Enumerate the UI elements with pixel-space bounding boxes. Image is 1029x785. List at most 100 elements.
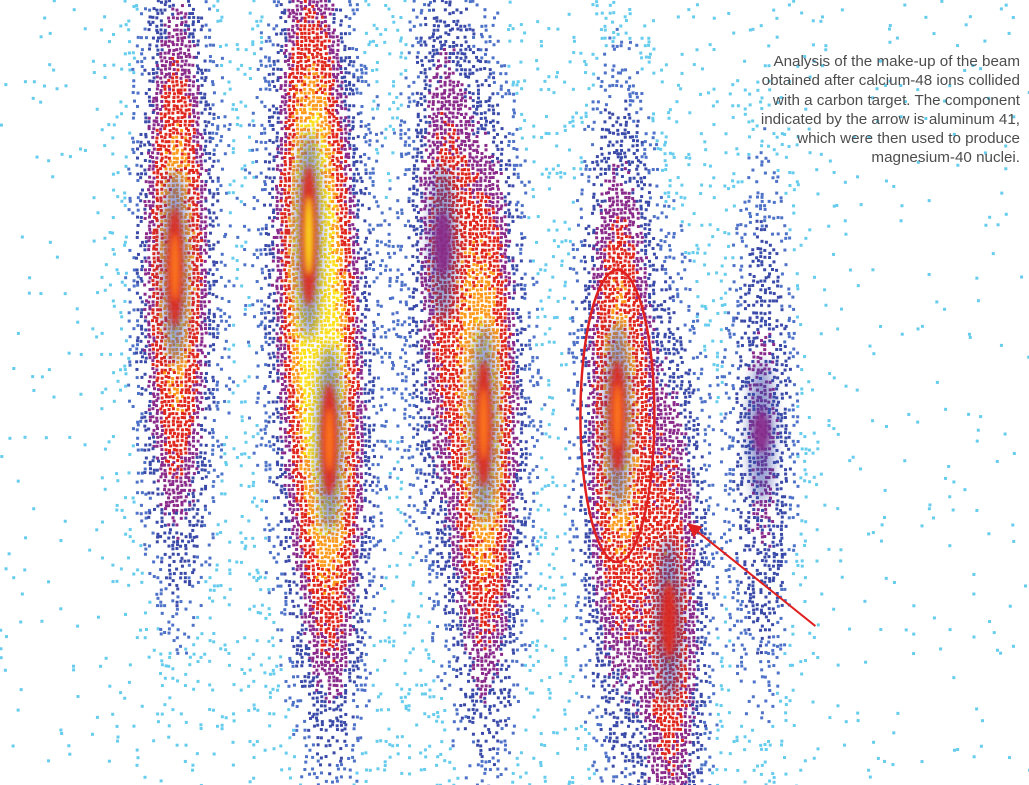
scatter-point xyxy=(268,64,272,68)
scatter-point xyxy=(204,396,208,400)
scatter-point xyxy=(276,396,280,400)
scatter-point xyxy=(136,471,140,475)
scatter-point xyxy=(168,568,172,572)
scatter-point xyxy=(188,600,192,604)
scatter-point xyxy=(295,347,299,351)
scatter-point xyxy=(311,464,315,468)
scatter-point xyxy=(284,203,288,207)
scatter-point xyxy=(199,200,203,204)
scatter-point xyxy=(212,588,216,592)
scatter-point xyxy=(239,464,243,468)
scatter-point xyxy=(148,391,152,395)
scatter-point xyxy=(284,591,288,595)
scatter-point xyxy=(311,616,315,620)
scatter-point xyxy=(300,132,304,136)
scatter-point xyxy=(187,16,191,20)
scatter-point xyxy=(160,39,164,43)
scatter-point xyxy=(164,96,168,100)
scatter-point xyxy=(291,231,295,235)
scatter-point xyxy=(191,283,195,287)
scatter-point xyxy=(147,256,151,260)
scatter-point xyxy=(139,351,143,355)
scatter-point xyxy=(136,448,140,452)
scatter-point xyxy=(319,96,323,100)
scatter-point xyxy=(315,515,319,519)
scatter-point xyxy=(128,360,132,364)
scatter-point xyxy=(276,447,280,451)
scatter-point xyxy=(296,99,300,103)
scatter-point xyxy=(304,627,308,631)
scatter-point xyxy=(276,576,280,580)
scatter-point xyxy=(199,144,203,148)
scatter-point xyxy=(179,448,183,452)
scatter-point xyxy=(292,572,296,576)
scatter-point xyxy=(164,416,168,420)
scatter-point xyxy=(280,44,284,48)
scatter-point xyxy=(287,32,291,36)
scatter-point xyxy=(288,248,292,252)
scatter-point xyxy=(271,80,275,84)
scatter-point xyxy=(316,112,320,116)
scatter-point xyxy=(312,515,316,519)
scatter-point xyxy=(175,156,179,160)
scatter-point xyxy=(251,43,255,47)
scatter-point xyxy=(287,388,291,392)
scatter-point xyxy=(303,536,307,540)
scatter-point xyxy=(308,604,312,608)
scatter-point xyxy=(163,359,167,363)
scatter-point xyxy=(239,688,243,692)
scatter-point xyxy=(267,607,271,611)
scatter-point xyxy=(279,399,283,403)
scatter-point xyxy=(200,71,204,75)
scatter-point xyxy=(287,584,291,588)
scatter-point xyxy=(175,83,179,87)
scatter-point xyxy=(183,576,187,580)
scatter-point xyxy=(268,444,272,448)
scatter-point xyxy=(196,252,200,256)
scatter-point xyxy=(160,59,164,63)
scatter-point xyxy=(132,84,136,88)
scatter-point xyxy=(320,207,324,211)
scatter-point xyxy=(320,560,324,564)
scatter-point xyxy=(323,283,327,287)
scatter-point xyxy=(176,116,180,120)
scatter-point xyxy=(168,455,172,459)
scatter-point xyxy=(176,504,180,508)
scatter-point xyxy=(96,615,100,619)
scatter-point xyxy=(171,43,175,47)
scatter-point xyxy=(159,167,163,171)
scatter-point xyxy=(140,327,144,331)
scatter-point xyxy=(191,435,195,439)
scatter-point xyxy=(187,152,191,156)
scatter-point xyxy=(167,79,171,83)
scatter-point xyxy=(320,575,324,579)
scatter-point xyxy=(279,435,283,439)
scatter-point xyxy=(156,256,160,260)
scatter-point xyxy=(184,339,188,343)
scatter-point xyxy=(311,27,315,31)
scatter-point xyxy=(191,396,195,400)
scatter-point xyxy=(291,404,295,408)
scatter-point xyxy=(163,115,167,119)
scatter-point xyxy=(283,360,287,364)
scatter-point xyxy=(187,308,191,312)
scatter-point xyxy=(144,356,148,360)
scatter-point xyxy=(184,432,188,436)
scatter-point xyxy=(291,24,295,28)
scatter-point xyxy=(296,171,300,175)
scatter-point xyxy=(164,500,168,504)
scatter-point xyxy=(156,123,160,127)
scatter-point xyxy=(288,99,292,103)
scatter-point xyxy=(204,179,208,183)
scatter-point xyxy=(211,496,215,500)
scatter-point xyxy=(44,436,48,440)
scatter-point xyxy=(204,508,208,512)
scatter-point xyxy=(200,487,204,491)
scatter-point xyxy=(319,336,323,340)
scatter-point xyxy=(324,132,328,136)
scatter-point xyxy=(276,535,280,539)
scatter-point xyxy=(308,24,312,28)
scatter-point xyxy=(219,139,223,143)
scatter-point xyxy=(320,203,324,207)
scatter-point xyxy=(19,620,23,624)
